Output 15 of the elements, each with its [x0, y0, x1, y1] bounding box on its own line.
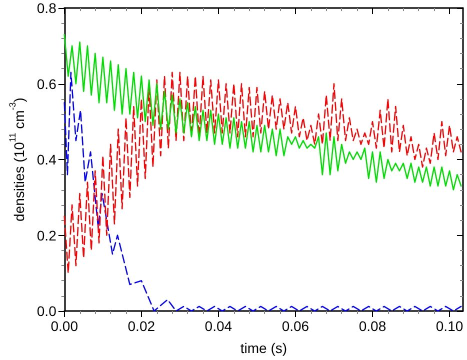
y-tick-label: 0.6: [36, 76, 57, 92]
y-tick-label: 0.8: [36, 0, 57, 16]
y-tick-label: 0.4: [36, 152, 57, 168]
x-tick-label: 0.08: [358, 318, 386, 334]
x-tick-label: 0.02: [128, 318, 156, 334]
x-tick-label: 0.06: [282, 318, 310, 334]
y-axis-title: densities (1011 cm-3): [8, 98, 27, 222]
y-tick-label: 0.2: [36, 227, 57, 244]
y-tick-label: 0.0: [36, 303, 57, 319]
line-series: [64, 34, 462, 190]
x-axis-title: time (s): [240, 340, 288, 356]
line-series: [64, 72, 462, 274]
x-tick-label: 0.04: [204, 318, 232, 334]
x-tick-label: 0.00: [50, 318, 78, 334]
x-tick-label: 0.10: [436, 318, 464, 334]
